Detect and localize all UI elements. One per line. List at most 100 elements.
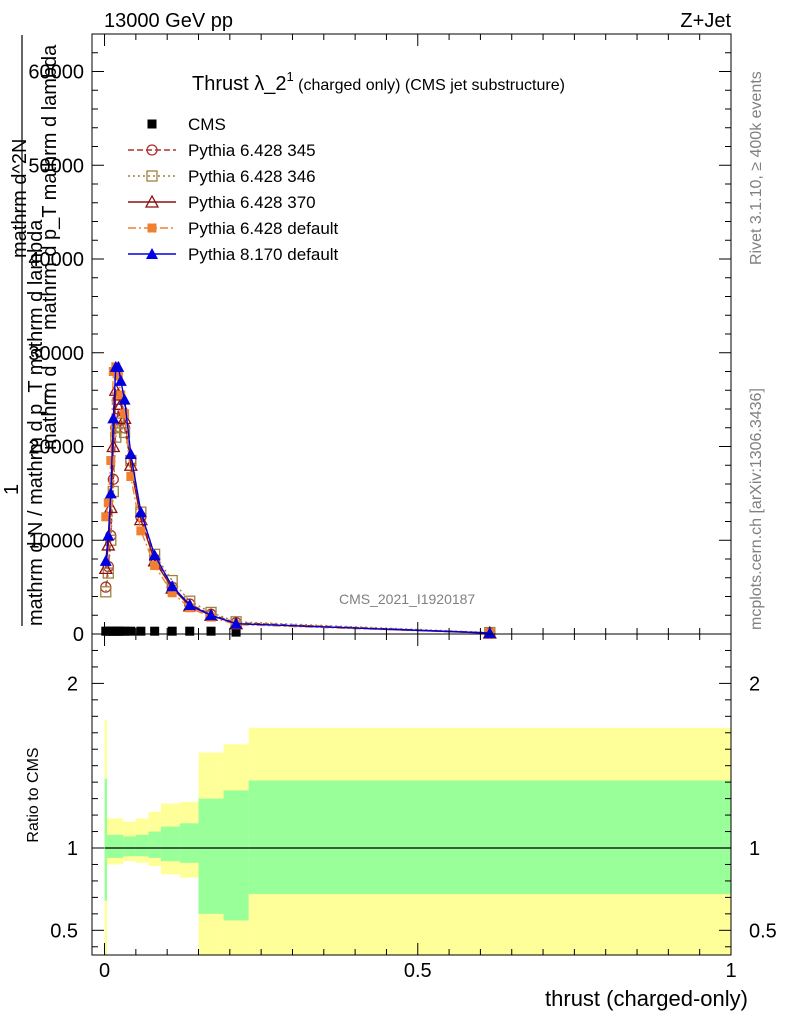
legend-label: Pythia 6.428 346 [188, 167, 316, 186]
x-axis-label: thrust (charged-only) [545, 986, 748, 1011]
data-point [113, 371, 123, 381]
main-ylabel: 1 mathrm d N / mathrm d p_T mathrm d lam… [1, 35, 61, 626]
plot-title-sup: 1 [286, 69, 293, 84]
ratio-xtick-label: 1 [725, 960, 736, 982]
data-point [150, 626, 160, 636]
series-line [105, 366, 490, 634]
ratio-band-inner [248, 780, 731, 895]
ratio-band-inner [198, 798, 224, 914]
main-ytick-labels: 0 10000 20000 30000 40000 50000 60000 [28, 62, 84, 647]
data-point [116, 390, 126, 400]
data-point [120, 409, 130, 419]
main-ytick-label: 20000 [28, 437, 84, 459]
data-point [483, 626, 496, 638]
data-point [136, 626, 146, 636]
data-point [104, 487, 117, 499]
data-point [124, 448, 137, 459]
main-ytick-label: 10000 [28, 530, 84, 552]
data-point [133, 512, 148, 526]
ratio-bands [104, 719, 731, 955]
data-point [107, 473, 119, 485]
data-point [183, 598, 196, 610]
ratio-band-inner [104, 778, 108, 901]
ratio-ytick-label-right: 1 [749, 838, 760, 860]
data-point [118, 393, 131, 405]
watermark: CMS_2021_I1920187 [339, 591, 475, 607]
ratio-xtick-labels: 0 0.5 1 [99, 960, 737, 982]
main-ticks [92, 33, 732, 635]
data-point [99, 554, 112, 566]
series-5 [99, 360, 496, 638]
ratio-frame [91, 633, 732, 956]
data-point [106, 439, 121, 453]
plot-title-rest: (charged only) (CMS jet substructure) [294, 77, 565, 94]
series-0 [101, 626, 495, 639]
legend-label: Pythia 6.428 345 [188, 141, 316, 160]
mcplots-label: mcplots.cern.ch [arXiv:1306.3436] [748, 388, 765, 630]
main-ylabel-stack-0: mathrm d^2N [9, 139, 31, 258]
legend-marker [147, 119, 157, 129]
data-point [102, 529, 115, 541]
data-point [166, 580, 179, 592]
ratio-band-inner [135, 834, 149, 857]
data-point [114, 374, 127, 386]
ratio-band-inner [148, 831, 161, 858]
ratio-xtick-label: 0 [99, 960, 110, 982]
legend-marker [146, 170, 158, 182]
data-point [134, 506, 147, 518]
header-right: Z+Jet [680, 10, 731, 32]
rivet-label: Rivet 3.1.10, ≥ 400k events [748, 71, 765, 265]
data-point [167, 626, 177, 636]
legend-marker [144, 194, 160, 208]
legend-marker [147, 223, 157, 233]
legend-label: Pythia 6.428 default [188, 219, 339, 238]
data-point [107, 412, 120, 424]
ratio-band-inner [223, 790, 249, 921]
data-point [206, 626, 216, 636]
ratio-band-inner [179, 823, 199, 863]
legend-label: CMS [188, 115, 226, 134]
data-point [112, 360, 125, 372]
legend-label: Pythia 8.170 default [188, 245, 339, 264]
main-ytick-label: 0 [73, 624, 84, 646]
data-point [185, 626, 195, 636]
data-point [231, 627, 241, 637]
data-point [150, 561, 160, 571]
ratio-ytick-labels: 0.5 0.5 1 1 2 2 [50, 673, 777, 942]
ratio-ylabel: Ratio to CMS [25, 747, 42, 842]
ratio-xtick-label: 0.5 [404, 960, 432, 982]
data-point [230, 617, 243, 629]
ratio-ytick-label: 2 [67, 673, 78, 695]
data-point [106, 456, 116, 466]
data-point [167, 588, 177, 598]
data-point [205, 609, 218, 621]
data-point [118, 426, 131, 439]
data-point [100, 586, 112, 598]
data-point [126, 626, 136, 636]
data-point [123, 457, 138, 471]
ratio-ytick-label: 0.5 [50, 920, 78, 942]
main-ytick-label: 60000 [28, 62, 84, 84]
main-ylabel-top: 1 [1, 484, 23, 495]
ratio-ytick-label-right: 0.5 [749, 920, 777, 942]
main-plot: 0 10000 20000 30000 40000 50000 60000 Thrust λ… [1, 33, 732, 647]
legend-label: Pythia 6.428 370 [188, 193, 316, 212]
data-point [98, 561, 113, 575]
ratio-band-inner [160, 826, 180, 862]
data-point [103, 498, 113, 508]
main-ytick-label: 40000 [28, 249, 84, 271]
ratio-plot: 0.5 0.51 12 2 0 0.5 1 Ratio to CMS thrust (ch… [25, 633, 777, 1011]
main-ytick-label: 30000 [28, 343, 84, 365]
data-point [120, 626, 130, 636]
ratio-band-inner [107, 834, 124, 858]
ratio-ticks [92, 634, 732, 955]
ratio-band-inner [123, 836, 136, 857]
legend: CMS Pythia 6.428 345 Pythia 6.428 346 Pythi… [128, 115, 339, 264]
ratio-ytick-label-right: 2 [749, 673, 760, 695]
main-ytick-label: 50000 [28, 155, 84, 177]
data-point [126, 472, 136, 481]
plot-title-main: Thrust λ_2 [192, 73, 286, 95]
data-point [136, 526, 146, 536]
ratio-ytick-label: 1 [67, 838, 78, 860]
